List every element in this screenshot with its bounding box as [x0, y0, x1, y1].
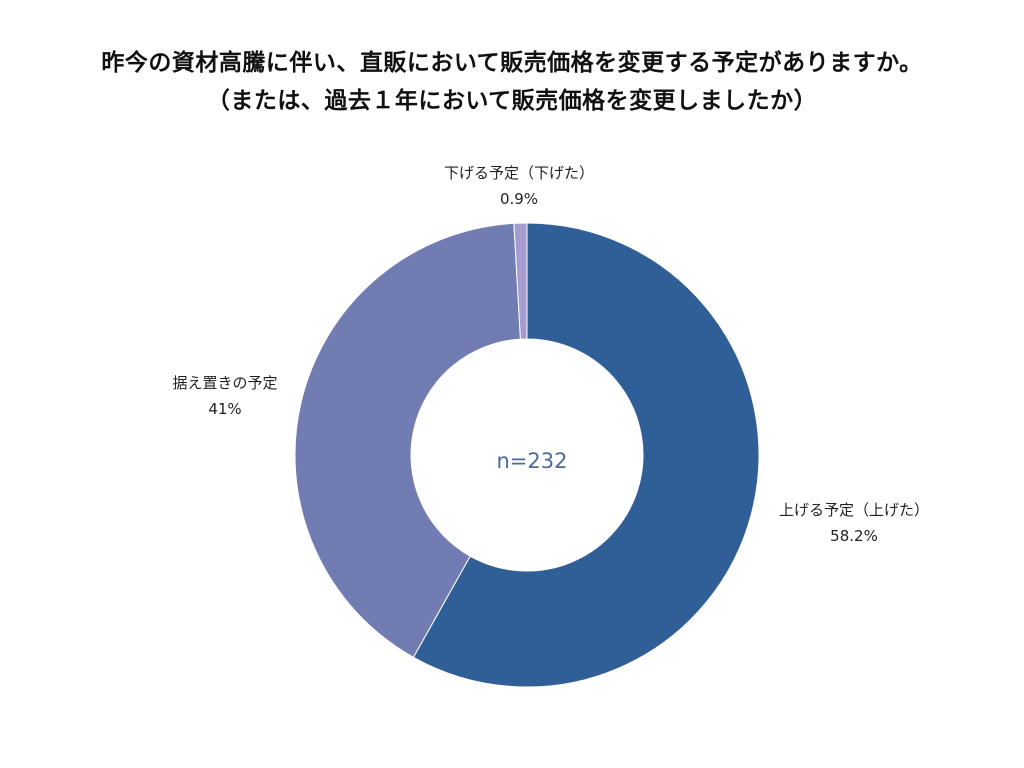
donut-slice-2: [294, 222, 521, 658]
chart-title: 昨今の資材高騰に伴い、直販において販売価格を変更する予定がありますか。 （または…: [0, 44, 1024, 120]
slice-label-1: 上げる予定（上げた）: [779, 501, 929, 519]
slice-label-3: 下げる予定（下げた）: [444, 164, 594, 182]
slice-labels: 上げる予定（上げた） 58.2% 据え置きの予定 41% 下げる予定（下げた） 0.9%: [172, 164, 929, 545]
sample-size-label: n=232: [497, 449, 568, 473]
donut-slices: [294, 222, 760, 688]
chart-title-line-2: （または、過去１年において販売価格を変更しましたか）: [206, 88, 818, 114]
slice-value-label-1: 58.2%: [830, 527, 878, 545]
chart-title-line-1: 昨今の資材高騰に伴い、直販において販売価格を変更する予定がありますか。: [101, 50, 923, 76]
donut-slice-3: [513, 222, 528, 340]
slice-value-label-3: 0.9%: [500, 190, 538, 208]
donut-slice-1: [412, 222, 760, 688]
slice-value-label-2: 41%: [208, 400, 241, 418]
slice-label-2: 据え置きの予定: [172, 374, 277, 392]
